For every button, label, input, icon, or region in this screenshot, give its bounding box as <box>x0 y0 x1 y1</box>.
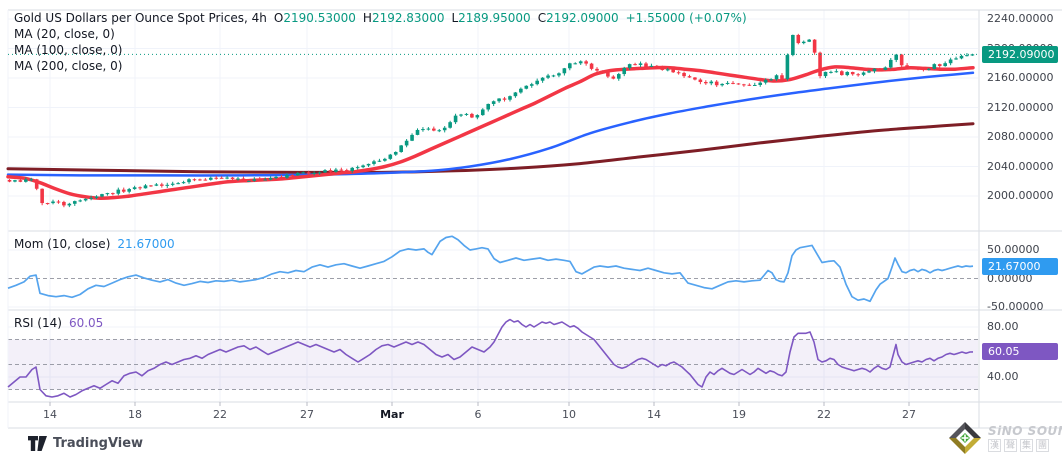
price-axis-label: 2240.00000 <box>987 12 1054 25</box>
low-label: L <box>451 11 459 25</box>
rsi-label: RSI (14) <box>14 316 62 330</box>
price-axis-label: 2040.00000 <box>987 159 1054 173</box>
ma200-legend[interactable]: MA (200, close, 0) <box>14 59 123 73</box>
price-axis-label: 2000.00000 <box>987 189 1054 202</box>
open-label: O <box>273 11 284 25</box>
high-value: 2192.83000 <box>371 11 445 25</box>
price-axis-label: 0.00000 <box>987 271 1033 285</box>
rsi-band <box>8 339 978 390</box>
momentum-pane-legend: Mom (10, close) 21.67000 <box>14 236 175 252</box>
time-axis-label: 27 <box>300 408 314 421</box>
time-axis-label: Mar <box>380 408 404 421</box>
tradingview-label: TradingView <box>53 436 144 451</box>
price-axis-label: 2120.00000 <box>987 100 1054 114</box>
sino-sound-logo-icon <box>949 422 981 454</box>
close-value: 2192.09000 <box>546 11 619 25</box>
ma20-line <box>6 65 975 200</box>
rsi-legend-row[interactable]: RSI (14) 60.05 <box>14 315 103 331</box>
low-value: 2189.95000 <box>458 11 531 25</box>
time-axis-label: 14 <box>43 408 57 421</box>
ma200-line <box>6 122 975 175</box>
momentum-label: Mom (10, close) <box>14 237 111 251</box>
price-axis-label: 50.00000 <box>987 243 1040 256</box>
time-axis-label: 19 <box>732 408 746 421</box>
price-axis-label: 2080.00000 <box>987 130 1054 143</box>
time-axis-label: 6 <box>474 408 482 421</box>
tradingview-logo-icon <box>28 436 47 451</box>
symbol-title: Gold US Dollars per Ounce Spot Prices, 4… <box>14 11 267 25</box>
last-price-badge: 2192.09000 <box>982 45 1058 63</box>
time-axis-label: 18 <box>128 408 142 421</box>
price-axis-label: 2160.00000 <box>987 71 1054 84</box>
main-pane-legend: Gold US Dollars per Ounce Spot Prices, 4… <box>14 10 747 74</box>
price-axis-label: 40.00 <box>987 370 1019 383</box>
symbol-legend-row[interactable]: Gold US Dollars per Ounce Spot Prices, 4… <box>14 10 747 26</box>
time-axis-label: 14 <box>647 408 661 421</box>
rsi-pane-legend: RSI (14) 60.05 <box>14 315 103 331</box>
panel-borders <box>7 9 1062 429</box>
time-axis-label: 10 <box>562 408 576 421</box>
price-axis-label: -50.00000 <box>987 300 1044 313</box>
rsi-value-badge: 60.05 <box>982 343 1058 361</box>
time-axis-label: 22 <box>213 408 227 421</box>
price-axis-label: 80.00 <box>987 320 1019 333</box>
momentum-value-badge: 21.67000 <box>982 257 1058 275</box>
momentum-legend-row[interactable]: Mom (10, close) 21.67000 <box>14 236 175 252</box>
tradingview-attribution[interactable]: TradingView <box>28 436 143 451</box>
open-value: 2190.53000 <box>283 11 356 25</box>
watermark-subtitle: 漢聲集團 <box>988 439 1049 452</box>
time-axis-label: 27 <box>902 408 916 421</box>
time-axis-label: 22 <box>817 408 831 421</box>
close-label: C <box>537 11 547 25</box>
change-value: +1.55000 (+0.07%) <box>625 11 747 25</box>
watermark-title: SiNO SOUND <box>988 424 1062 438</box>
rsi-line <box>7 318 974 398</box>
momentum-value: 21.67000 <box>117 237 175 251</box>
rsi-value: 60.05 <box>68 316 104 330</box>
ma100-legend[interactable]: MA (100, close, 0) <box>14 43 123 57</box>
candles <box>7 33 975 208</box>
high-label: H <box>362 11 372 25</box>
ma100-line <box>6 71 975 177</box>
ma20-legend[interactable]: MA (20, close, 0) <box>14 27 115 41</box>
momentum-line <box>7 235 974 303</box>
